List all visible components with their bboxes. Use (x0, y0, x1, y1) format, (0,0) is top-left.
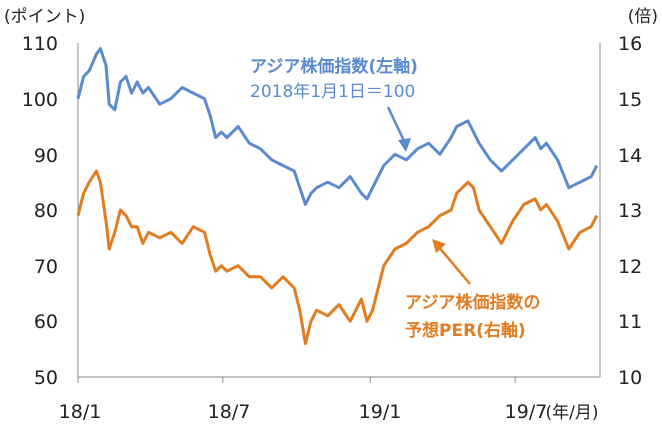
annotation-orange-line2: 予想PER(右軸) (405, 320, 526, 341)
x-tick-label: 19/7 (505, 401, 548, 423)
x-tick-label: 19/1 (359, 401, 402, 423)
left-tick-label: 80 (34, 200, 58, 222)
x-tick-label: 18/7 (208, 401, 251, 423)
series-line-forward-per (76, 169, 599, 346)
left-tick-label: 90 (34, 145, 58, 167)
right-axis-unit: (倍) (628, 7, 658, 27)
left-axis-ticks: 110 100 90 80 70 60 50 (22, 33, 58, 389)
annotation-blue-subtitle: 2018年1月1日＝100 (250, 82, 415, 102)
left-tick-label: 100 (22, 89, 58, 111)
x-axis-ticks: 18/1 18/7 19/1 19/7 (59, 401, 548, 423)
left-tick-label: 60 (34, 311, 58, 333)
right-tick-label: 12 (618, 256, 642, 278)
right-tick-label: 16 (618, 33, 642, 55)
x-tick-marks (77, 377, 516, 383)
x-tick-label: 18/1 (59, 401, 102, 423)
series-line-asia-stock-index (76, 47, 599, 206)
left-axis-unit: (ポイント) (4, 7, 85, 27)
right-tick-label: 14 (618, 145, 642, 167)
annotation-orange-arrow (437, 245, 471, 285)
left-tick-label: 110 (22, 33, 58, 55)
annotation-orange-arrowhead (432, 239, 446, 253)
right-tick-label: 10 (618, 367, 642, 389)
right-tick-label: 13 (618, 200, 642, 222)
x-axis-unit: (年/月) (546, 403, 599, 423)
left-tick-label: 50 (34, 367, 58, 389)
right-tick-label: 15 (618, 89, 642, 111)
annotation-orange-line1: アジア株価指数の (405, 292, 540, 313)
annotation-blue-arrow (386, 106, 407, 144)
right-tick-label: 11 (618, 311, 642, 333)
right-axis-ticks: 16 15 14 13 12 11 10 (618, 33, 642, 389)
annotation-blue-arrowhead (398, 138, 411, 152)
annotation-blue-title: アジア株価指数(左軸) (250, 56, 418, 77)
left-tick-label: 70 (34, 256, 58, 278)
